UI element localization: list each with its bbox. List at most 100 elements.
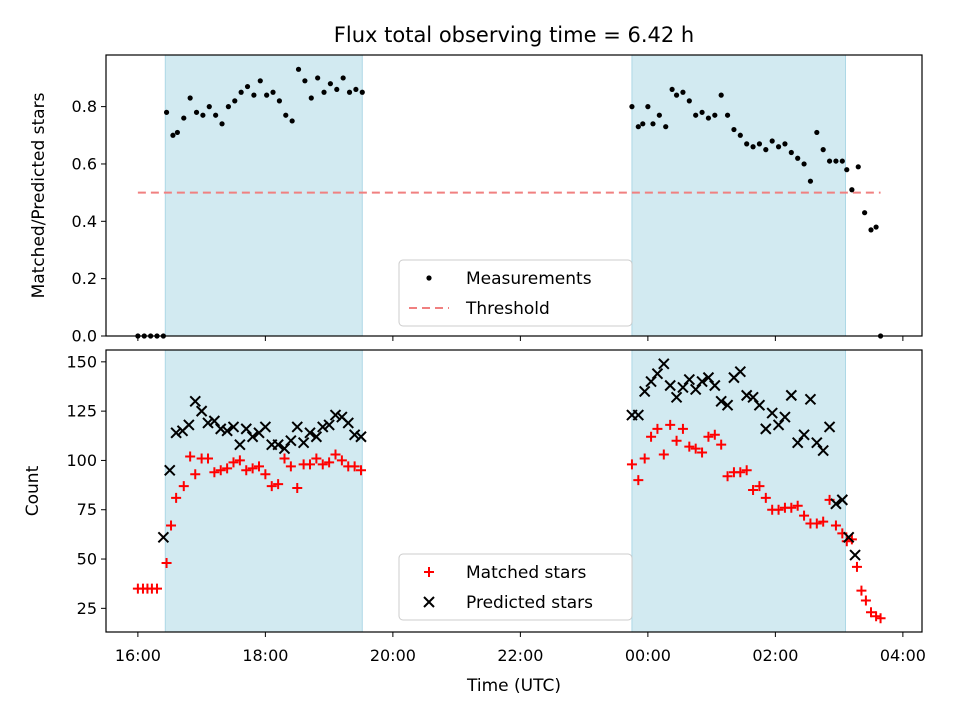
predicted-star-point [747, 391, 759, 404]
measurement-point [308, 95, 314, 101]
y-tick-label: 0.8 [72, 97, 97, 116]
legend-entry-label: Predicted stars [466, 593, 593, 613]
plot-area [135, 66, 884, 339]
y-tick-label: 0.6 [72, 154, 97, 173]
y-tick-label: 100 [66, 451, 97, 470]
matched-star-point [786, 502, 797, 513]
predicted-star-point [753, 399, 766, 411]
matched-star-point [241, 465, 252, 476]
measurement-point [750, 144, 756, 150]
matched-star-point [633, 475, 644, 486]
matched-star-point [754, 481, 765, 492]
x-axis-label: Time (UTC) [466, 676, 561, 696]
predicted-star-point [798, 429, 810, 441]
matched-star-point [228, 457, 239, 468]
measurement-point [635, 124, 641, 130]
predicted-star-point [157, 531, 170, 544]
matched-star-point [152, 583, 162, 594]
axes-frame [105, 54, 923, 337]
measurement-point [807, 178, 814, 184]
predicted-star-point [183, 419, 195, 431]
legend-predicted-marker [423, 596, 435, 608]
x-tick-label: 16:00 [115, 646, 161, 665]
measurement-point [353, 86, 359, 93]
matched-star-point [311, 453, 322, 464]
x-tick-label: 04:00 [880, 646, 926, 665]
predicted-star-point [715, 395, 727, 407]
matched-star-point [860, 595, 871, 606]
predicted-star-point [348, 429, 361, 441]
top-panel: 0.0 0.2 0.4 0.6 0.8 Matched/Predicted stars Me… [29, 54, 923, 346]
predicted-star-point [310, 431, 323, 443]
matched-star-point [190, 469, 201, 480]
measurement-point [270, 89, 276, 95]
measurement-point [219, 121, 225, 127]
predicted-star-point [734, 365, 747, 378]
shaded-interval [164, 349, 363, 633]
measurement-point [327, 81, 333, 87]
predicted-star-point [791, 436, 804, 449]
measurement-point [174, 129, 180, 136]
measurement-point [775, 144, 782, 150]
predicted-star-point [702, 371, 715, 384]
figure-title: Flux total observing time = 6.42 h [334, 23, 694, 47]
y-axis-label: Count [23, 465, 43, 516]
y-tick-label: 0.2 [72, 269, 97, 288]
measurement-point [289, 118, 295, 124]
predicted-star-point [189, 395, 201, 407]
predicted-star-point [329, 409, 342, 421]
predicted-star-point [670, 391, 683, 404]
legend: Matched stars Predicted stars [398, 553, 633, 621]
predicted-star-point [304, 427, 316, 439]
measurement-point [321, 89, 327, 95]
y-tick-label: 0.4 [72, 212, 97, 231]
measurement-point [680, 89, 686, 95]
matched-star-point [671, 435, 682, 446]
y-tick-label: 150 [66, 352, 97, 371]
measurement-point [181, 115, 187, 121]
predicted-star-point [215, 423, 227, 435]
matched-star-point [254, 461, 264, 472]
y-tick-label: 125 [66, 402, 97, 421]
measurement-point [686, 98, 692, 104]
predicted-star-point [259, 421, 272, 433]
predicted-star-point [272, 438, 284, 451]
predicted-star-point [645, 375, 657, 388]
x-tick-label: 00:00 [625, 646, 671, 665]
matched-star-point [818, 516, 829, 527]
shaded-interval [631, 54, 846, 337]
matched-star-point [273, 479, 284, 490]
measurement-point [163, 109, 170, 115]
measurement-point [763, 147, 769, 153]
matched-star-point [166, 520, 177, 531]
matched-star-point [690, 443, 701, 454]
predicted-star-point [677, 381, 689, 394]
predicted-star-point [811, 436, 823, 449]
predicted-star-point [869, 653, 879, 663]
measurement-point [744, 141, 750, 147]
matched-star-point [856, 585, 867, 596]
matched-star-point [292, 483, 303, 494]
matched-star-point [792, 500, 803, 511]
predicted-star-point [323, 419, 335, 431]
measurement-point [769, 138, 775, 144]
matched-star-point [748, 485, 759, 496]
matched-star-point [203, 453, 213, 464]
predicted-star-point [240, 423, 252, 435]
measurement-point [788, 149, 794, 156]
predicted-star-point [355, 431, 367, 443]
measurement-point [193, 109, 200, 115]
predicted-star-point [779, 411, 791, 423]
matched-star-point [760, 492, 771, 503]
measurement-point [855, 164, 861, 170]
measurement-point [839, 158, 845, 164]
predicted-star-point [285, 435, 297, 447]
measurement-point [782, 141, 788, 147]
measurement-point [833, 158, 839, 164]
predicted-star-point [766, 407, 778, 419]
predicted-star-point [202, 417, 214, 429]
measurement-point [820, 147, 826, 153]
measurement-point [712, 112, 718, 118]
measurement-point [693, 112, 699, 118]
